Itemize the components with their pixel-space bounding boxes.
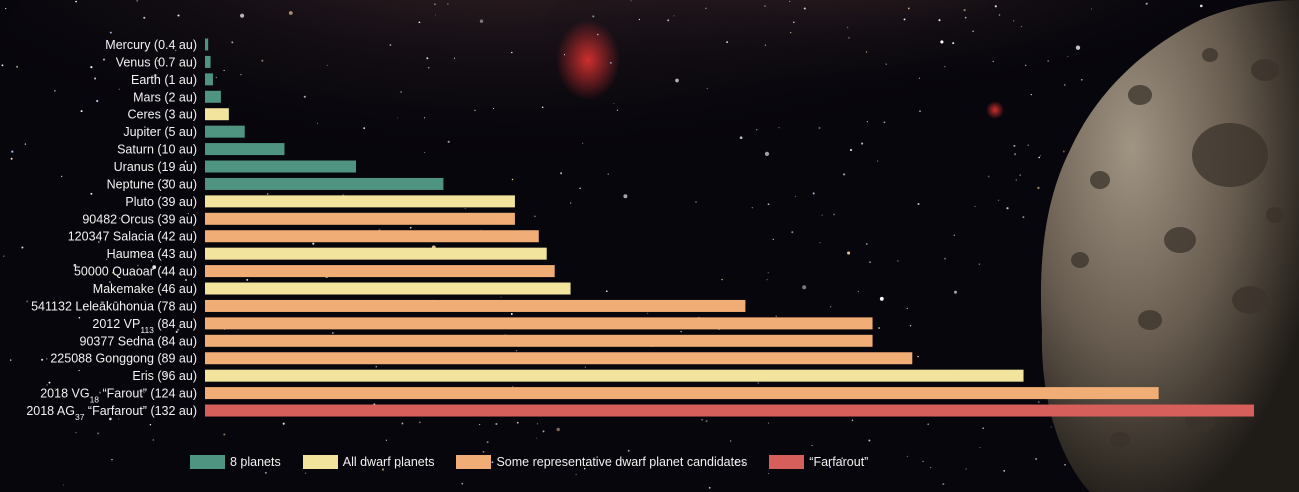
asteroid-craters — [1071, 48, 1284, 448]
bar-neptune-30-au — [205, 177, 444, 190]
label-eris-96-au: Eris (96 au) — [132, 369, 197, 383]
label-neptune-30-au: Neptune (30 au) — [107, 177, 197, 191]
label-pluto-39-au: Pluto (39 au) — [125, 195, 197, 209]
legend-item-farfarout: “Farfarout” — [769, 455, 868, 469]
label-120347-salacia-42-au: 120347 Salacia (42 au) — [68, 230, 197, 244]
legend-item-8-planets: 8 planets — [190, 455, 281, 469]
category-labels-group: Mercury (0.4 au) Venus (0.7 au) Earth (1 a… — [26, 38, 197, 422]
red-nebula — [556, 20, 620, 100]
bar-mercury-0-4-au — [205, 38, 209, 51]
bar-120347-salacia-42-au — [205, 230, 539, 243]
legend-swatch-dwarf-candidates — [456, 455, 492, 469]
bar-2018-ag37-farfarout-132-au — [205, 404, 1254, 417]
label-ceres-3-au: Ceres (3 au) — [128, 108, 197, 122]
label-2018-vg18-farout-124-au: 2018 VG18 “Farout” (124 au) — [40, 387, 197, 405]
bar-venus-0-7-au — [205, 55, 211, 68]
label-haumea-43-au: Haumea (43 au) — [107, 247, 197, 261]
label-makemake-46-au: Makemake (46 au) — [93, 282, 197, 296]
label-mars-2-au: Mars (2 au) — [133, 90, 197, 104]
bar-haumea-43-au — [205, 247, 547, 260]
bar-ceres-3-au — [205, 108, 229, 121]
label-90482-orcus-39-au: 90482 Orcus (39 au) — [82, 212, 197, 226]
legend-label-dwarf-candidates: Some representative dwarf planet candida… — [496, 455, 748, 469]
bars-group — [205, 38, 1254, 417]
bar-uranus-19-au — [205, 160, 356, 173]
legend-swatch-dwarf-planets — [302, 455, 338, 469]
label-225088-gonggong-89-au: 225088 Gonggong (89 au) — [50, 352, 197, 366]
legend-item-dwarf-candidates: Some representative dwarf planet candida… — [456, 455, 747, 469]
bar-pluto-39-au — [205, 195, 515, 208]
legend-label-8-planets: 8 planets — [230, 455, 281, 469]
bar-90482-orcus-39-au — [205, 212, 515, 225]
label-jupiter-5-au: Jupiter (5 au) — [123, 125, 197, 139]
label-saturn-10-au: Saturn (10 au) — [117, 143, 197, 157]
bar-50000-quaoar-44-au — [205, 265, 555, 278]
legend-label-farfarout: “Farfarout” — [809, 455, 869, 469]
label-2012-vp113-84-au: 2012 VP113 (84 au) — [92, 317, 197, 335]
legend-item-dwarf-planets: All dwarf planets — [302, 455, 435, 469]
bar-mars-2-au — [205, 90, 221, 103]
bar-90377-sedna-84-au — [205, 334, 873, 347]
bar-saturn-10-au — [205, 143, 285, 156]
legend: 8 planets All dwarf planets Some represe… — [190, 454, 890, 470]
label-uranus-19-au: Uranus (19 au) — [114, 160, 197, 174]
bar-2012-vp113-84-au — [205, 317, 873, 330]
bar-earth-1-au — [205, 73, 213, 86]
bar-makemake-46-au — [205, 282, 571, 295]
label-50000-quaoar-44-au: 50000 Quaoar (44 au) — [74, 265, 197, 279]
bar-541132-lele-k-honua-78-au — [205, 299, 746, 312]
bar-225088-gonggong-89-au — [205, 352, 913, 365]
bar-jupiter-5-au — [205, 125, 245, 138]
label-earth-1-au: Earth (1 au) — [131, 73, 197, 87]
bar-eris-96-au — [205, 369, 1024, 382]
label-mercury-0-4-au: Mercury (0.4 au) — [105, 38, 197, 52]
legend-label-dwarf-planets: All dwarf planets — [342, 455, 435, 469]
label-541132-lele-k-honua-78-au: 541132 Leleākūhonua (78 au) — [31, 299, 197, 313]
bar-2018-vg18-farout-124-au — [205, 387, 1159, 400]
legend-swatch-8-planets — [190, 455, 225, 469]
label-2018-ag37-farfarout-132-au: 2018 AG37 “Farfarout” (132 au) — [26, 404, 197, 422]
label-venus-0-7-au: Venus (0.7 au) — [116, 55, 197, 69]
label-90377-sedna-84-au: 90377 Sedna (84 au) — [80, 334, 197, 348]
legend-swatch-farfarout — [769, 455, 805, 469]
